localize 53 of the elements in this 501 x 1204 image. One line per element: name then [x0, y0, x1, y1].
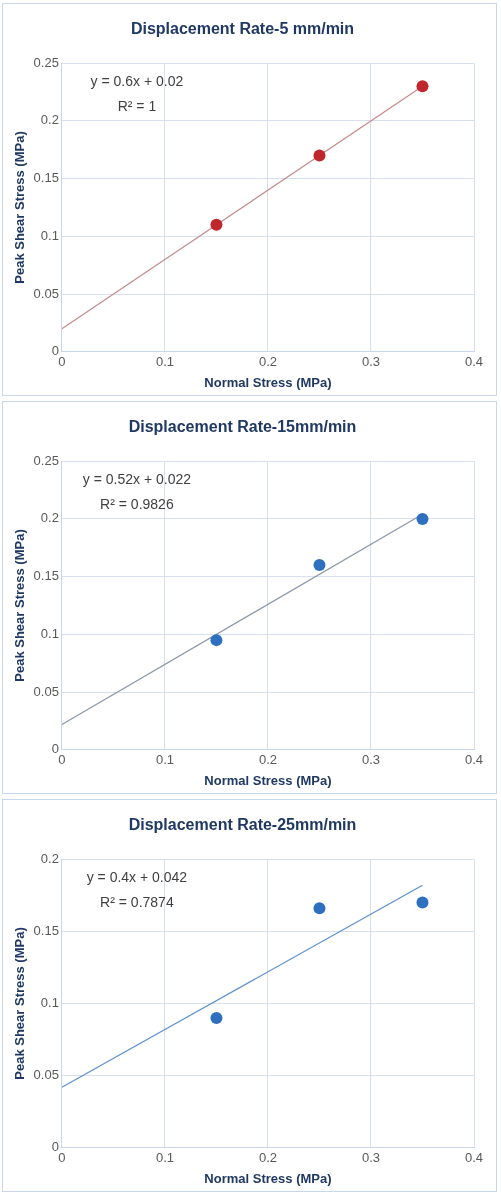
point [210, 218, 223, 231]
annotation: y = 0.4x + 0.042 [86, 869, 188, 886]
y-tick-label: 0.2 [40, 850, 59, 866]
y-tick-label: 0.1 [40, 227, 59, 243]
y-tick-label: 0.05 [33, 285, 59, 301]
point [416, 896, 429, 909]
y-axis-title: Peak Shear Stress (MPa) [12, 131, 28, 284]
annotation: R² = 1 [117, 98, 157, 115]
point [210, 634, 223, 647]
y-tick-label: 0 [51, 343, 59, 359]
x-tick-label: 0.1 [155, 354, 174, 370]
y-tick-label: 0.1 [40, 625, 59, 641]
y-tick-label: 0.25 [33, 54, 59, 70]
x-tick-label: 0.2 [258, 752, 277, 768]
y-tick-label: 0.25 [33, 452, 59, 468]
y-tick-label: 0.2 [40, 112, 59, 128]
y-tick-label: 0.1 [40, 995, 59, 1011]
x-axis-title: Normal Stress (MPa) [204, 772, 332, 788]
annotation: y = 0.6x + 0.02 [90, 73, 184, 90]
x-axis-title: Normal Stress (MPa) [204, 374, 332, 390]
x-tick-label: 0.4 [464, 1150, 484, 1166]
y-tick-label: 0.05 [33, 683, 59, 699]
y-tick-label: 0.15 [33, 922, 59, 938]
annotation: R² = 0.9826 [100, 496, 174, 513]
y-tick-label: 0.05 [33, 1067, 59, 1083]
x-tick-label: 0.3 [361, 1150, 381, 1166]
y-tick-label: 0 [51, 741, 59, 757]
y-tick-label: 0 [51, 1139, 59, 1155]
point [416, 80, 429, 93]
x-tick-label: 0.1 [155, 752, 174, 768]
chart-title: Displacement Rate-15mm/min [128, 418, 357, 436]
x-tick-label: 0.1 [155, 1150, 174, 1166]
x-tick-label: 0.3 [361, 354, 381, 370]
y-tick-label: 0.15 [33, 568, 59, 584]
x-tick-label: 0.4 [464, 752, 484, 768]
point [313, 559, 326, 572]
x-axis-title: Normal Stress (MPa) [204, 1170, 332, 1186]
y-tick-label: 0.15 [33, 170, 59, 186]
chart-title: Displacement Rate-5 mm/min [130, 20, 355, 38]
annotation: R² = 0.7874 [100, 894, 174, 911]
y-axis-title: Peak Shear Stress (MPa) [12, 529, 28, 682]
point [313, 902, 326, 915]
chart-title: Displacement Rate-25mm/min [128, 816, 357, 834]
x-tick-label: 0.2 [258, 354, 277, 370]
point [313, 149, 326, 162]
x-tick-label: 0.2 [258, 1150, 277, 1166]
point [210, 1011, 223, 1024]
annotation: y = 0.52x + 0.022 [82, 471, 192, 488]
x-tick-label: 0.4 [464, 354, 484, 370]
y-tick-label: 0.2 [40, 510, 59, 526]
y-axis-title: Peak Shear Stress (MPa) [12, 927, 28, 1080]
point [416, 512, 429, 525]
x-tick-label: 0.3 [361, 752, 381, 768]
